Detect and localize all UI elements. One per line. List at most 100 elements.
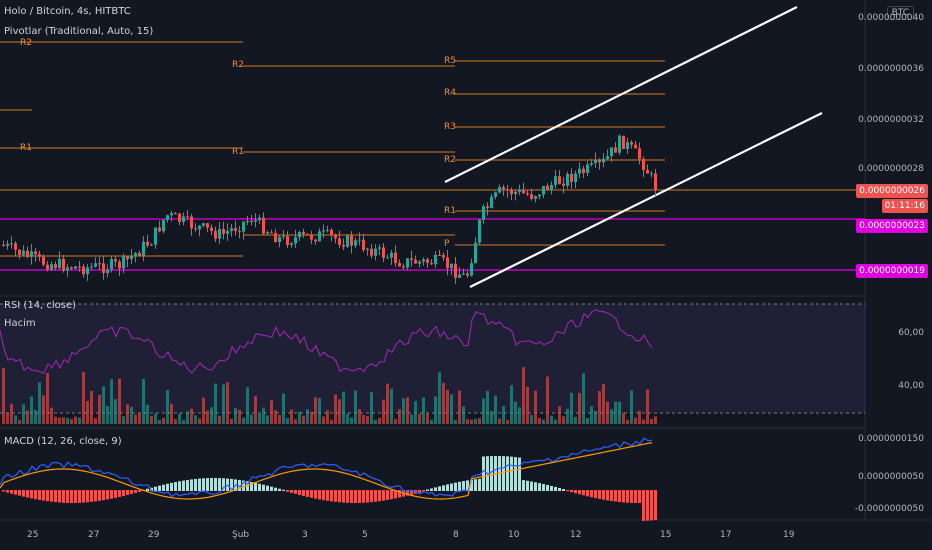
price-tick-3: 0.0000000032	[858, 115, 924, 125]
macd-histogram-bar	[342, 490, 345, 503]
macd-histogram-bar	[630, 490, 633, 503]
volume-bar	[18, 419, 21, 424]
volume-bar	[514, 401, 517, 424]
volume-bar	[642, 419, 645, 424]
volume-bar	[122, 416, 125, 424]
volume-bar	[606, 401, 609, 424]
macd-histogram-bar	[562, 489, 565, 491]
volume-bar	[118, 378, 121, 424]
macd-histogram-bar	[582, 490, 585, 496]
candle-body	[10, 243, 13, 245]
macd-histogram-bar	[642, 490, 645, 521]
candle-body	[122, 256, 125, 269]
volume-bar	[542, 419, 545, 424]
macd-histogram-bar	[102, 490, 105, 501]
volume-bar	[250, 414, 253, 424]
macd-histogram-bar	[574, 490, 577, 494]
channel-lower-line	[469, 112, 823, 288]
symbol-legend[interactable]: Holo / Bitcoin, 4s, HITBTC	[4, 6, 131, 17]
macd-histogram-bar	[198, 478, 201, 491]
macd-histogram-bar	[130, 490, 133, 495]
volume-legend[interactable]: Hacim	[4, 318, 36, 329]
macd-histogram-bar	[358, 490, 361, 503]
rsi-legend[interactable]: RSI (14, close)	[4, 300, 77, 311]
volume-bar	[182, 419, 185, 424]
macd-histogram-bar	[138, 490, 141, 492]
macd-histogram-bar	[250, 482, 253, 491]
candle-body	[254, 220, 257, 222]
currency-badge[interactable]: BTC	[886, 6, 914, 20]
volume-bar	[490, 411, 493, 424]
macd-legend[interactable]: MACD (12, 26, close, 9)	[4, 436, 122, 447]
volume-bar	[562, 416, 565, 424]
pivot-legend[interactable]: Pivotlar (Traditional, Auto, 15)	[4, 26, 154, 37]
candle-body	[566, 173, 569, 186]
volume-bar	[154, 413, 157, 424]
volume-bar	[646, 389, 649, 424]
macd-histogram-bar	[262, 484, 265, 491]
volume-bar	[482, 398, 485, 424]
macd-histogram-bar	[590, 490, 593, 498]
volume-bar	[66, 417, 69, 424]
volume-bar	[526, 386, 529, 424]
candle-body	[602, 158, 605, 163]
macd-histogram-bar	[10, 490, 13, 494]
volume-bar	[638, 410, 641, 424]
time-label-25: 25	[27, 530, 39, 540]
volume-bar	[186, 411, 189, 424]
candle-body	[246, 221, 249, 223]
candle-body	[406, 258, 409, 268]
candle-body	[454, 263, 457, 278]
macd-histogram-bar	[438, 486, 441, 491]
candle-body	[270, 232, 273, 234]
macd-histogram-bar	[254, 482, 257, 491]
macd-histogram-bar	[242, 480, 245, 491]
macd-histogram-bar	[14, 490, 17, 495]
macd-histogram-bar	[514, 457, 517, 491]
candle-body	[214, 230, 217, 239]
volume-bar	[406, 397, 409, 424]
candle-body	[14, 243, 17, 250]
pivot-label-r1-mid: R1	[232, 147, 244, 157]
volume-bar	[598, 391, 601, 424]
candle-body	[70, 267, 73, 269]
macd-histogram-bar	[618, 490, 621, 503]
macd-histogram-bar	[390, 490, 393, 500]
macd-histogram-bar	[578, 490, 581, 495]
candle-body	[158, 227, 161, 232]
candle-body	[514, 191, 517, 195]
macd-histogram-bar	[546, 484, 549, 491]
macd-histogram-bar	[370, 490, 373, 503]
volume-bar	[414, 401, 417, 424]
pivot-label-r1-left: R1	[20, 143, 32, 153]
volume-bar	[570, 392, 573, 424]
candle-body	[590, 163, 593, 165]
volume-bar	[166, 390, 169, 424]
macd-line	[0, 437, 653, 498]
candle-body	[402, 266, 405, 268]
macd-histogram-bar	[522, 480, 525, 491]
magenta-line-lower-tag: 0.0000000019	[856, 264, 928, 278]
candle-body	[458, 274, 461, 278]
volume-bar	[498, 418, 501, 424]
volume-bar	[634, 417, 637, 424]
macd-histogram-bar	[422, 490, 425, 492]
candle-body	[274, 233, 277, 243]
countdown-tag: 01:11:16	[881, 199, 928, 213]
volume-bar	[242, 417, 245, 424]
volume-bar	[466, 419, 469, 424]
volume-bar	[38, 382, 41, 424]
volume-bar	[470, 419, 473, 424]
macd-histogram-bar	[2, 490, 5, 492]
volume-bar	[402, 398, 405, 424]
macd-histogram-bar	[58, 490, 61, 503]
candle-body	[286, 236, 289, 245]
volume-bar	[630, 390, 633, 424]
macd-histogram-bar	[542, 484, 545, 491]
macd-histogram-bar	[114, 490, 117, 498]
candle-body	[62, 258, 65, 271]
candle-body	[162, 219, 165, 232]
volume-bar	[354, 390, 357, 424]
volume-bar	[126, 404, 129, 424]
